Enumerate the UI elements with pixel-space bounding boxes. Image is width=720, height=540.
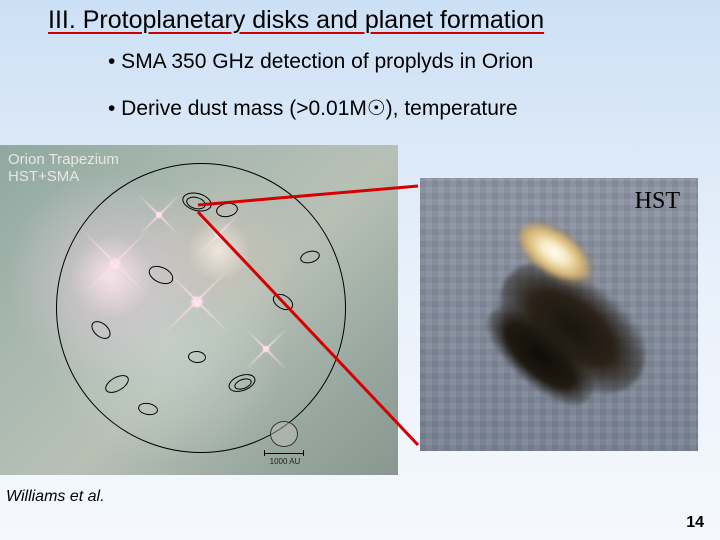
figure-overlay-label: Orion Trapezium HST+SMA <box>8 151 119 186</box>
hst-label: HST <box>635 188 680 215</box>
star-icon <box>262 345 270 353</box>
figure-hst-proplyd: HST <box>420 178 698 451</box>
star-icon <box>155 211 163 219</box>
beam-ellipse <box>270 421 298 447</box>
page-number: 14 <box>686 514 704 532</box>
figure-orion-trapezium: Orion Trapezium HST+SMA 1000 AU <box>0 145 398 475</box>
scale-bar <box>264 453 304 454</box>
citation: Williams et al. <box>6 488 105 506</box>
slide-title: III. Protoplanetary disks and planet for… <box>48 6 544 35</box>
overlay-line1: Orion Trapezium <box>8 151 119 168</box>
star-icon <box>108 257 122 271</box>
scale-bar-label: 1000 AU <box>265 457 305 466</box>
bullet-1: • SMA 350 GHz detection of proplyds in O… <box>108 50 533 74</box>
bullet-2: • Derive dust mass (>0.01M☉), temperatur… <box>108 96 518 121</box>
star-icon <box>190 295 204 309</box>
overlay-line2: HST+SMA <box>8 168 119 185</box>
star-icon <box>214 231 222 239</box>
